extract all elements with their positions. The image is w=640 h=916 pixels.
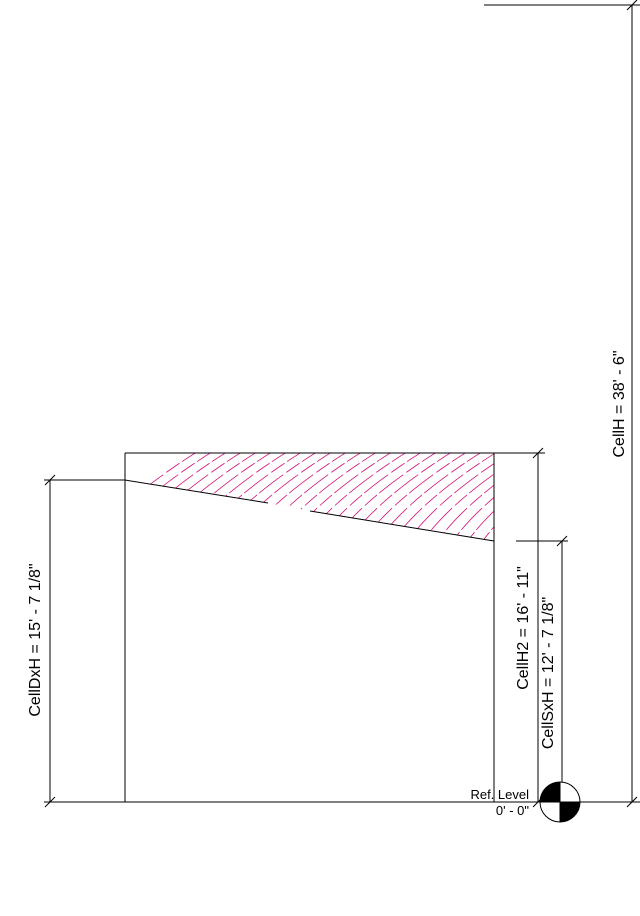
roof-slab-hatch: [125, 450, 635, 545]
hatch-line: [164, 453, 276, 541]
cell-dx-h-label: CellDxH = 15' - 7 1/8": [27, 563, 44, 716]
hatch-line: [299, 453, 411, 541]
hatch-line: [125, 453, 201, 541]
cell-sx-h-label: CellSxH = 12' - 7 1/8": [540, 597, 557, 749]
dimension-cell-sx-h: CellSxH = 12' - 7 1/8": [516, 535, 568, 802]
cell-h2-label: CellH2 = 16' - 11": [515, 566, 532, 690]
sloped-ceiling-left: [124, 479, 269, 504]
hatch-line: [125, 453, 231, 541]
hatch-line: [449, 453, 494, 541]
hatch-line: [125, 453, 216, 541]
sloped-ceiling-right: [309, 510, 495, 542]
ref-level-name: Ref. Level: [470, 787, 529, 802]
hatch-line: [419, 453, 494, 541]
hatch-line: [510, 450, 620, 545]
hatch-line: [344, 453, 456, 541]
hatch-line: [479, 453, 494, 541]
hatch-line: [284, 453, 396, 541]
hatch-line: [314, 453, 426, 541]
hatch-line: [329, 453, 441, 541]
hatch-line: [404, 453, 494, 541]
hatch-line: [209, 453, 321, 541]
wall-outline: [124, 452, 495, 802]
hatch-line: [149, 453, 261, 541]
dimension-cell-dx-h: CellDxH = 15' - 7 1/8": [27, 474, 125, 808]
level-target-icon[interactable]: [539, 781, 581, 823]
hatch-line: [525, 450, 635, 545]
hatch-line: [389, 453, 494, 541]
hatch-line: [269, 453, 381, 541]
hatch-line: [254, 453, 366, 541]
cell-h-label: CellH = 38' - 6": [611, 351, 628, 458]
ref-level-elevation: 0' - 0": [496, 803, 529, 818]
hatch-line: [434, 453, 494, 541]
dimension-cell-h: CellH = 38' - 6": [484, 0, 640, 808]
hatch-line: [224, 453, 336, 541]
hatch-line: [134, 453, 246, 541]
hatch-line: [464, 453, 494, 541]
hatch-line: [194, 453, 306, 541]
hatch-line: [239, 453, 351, 541]
hatch-line: [359, 453, 471, 541]
dimension-cell-h2: CellH2 = 16' - 11": [494, 447, 545, 808]
hatch-line: [495, 450, 605, 545]
